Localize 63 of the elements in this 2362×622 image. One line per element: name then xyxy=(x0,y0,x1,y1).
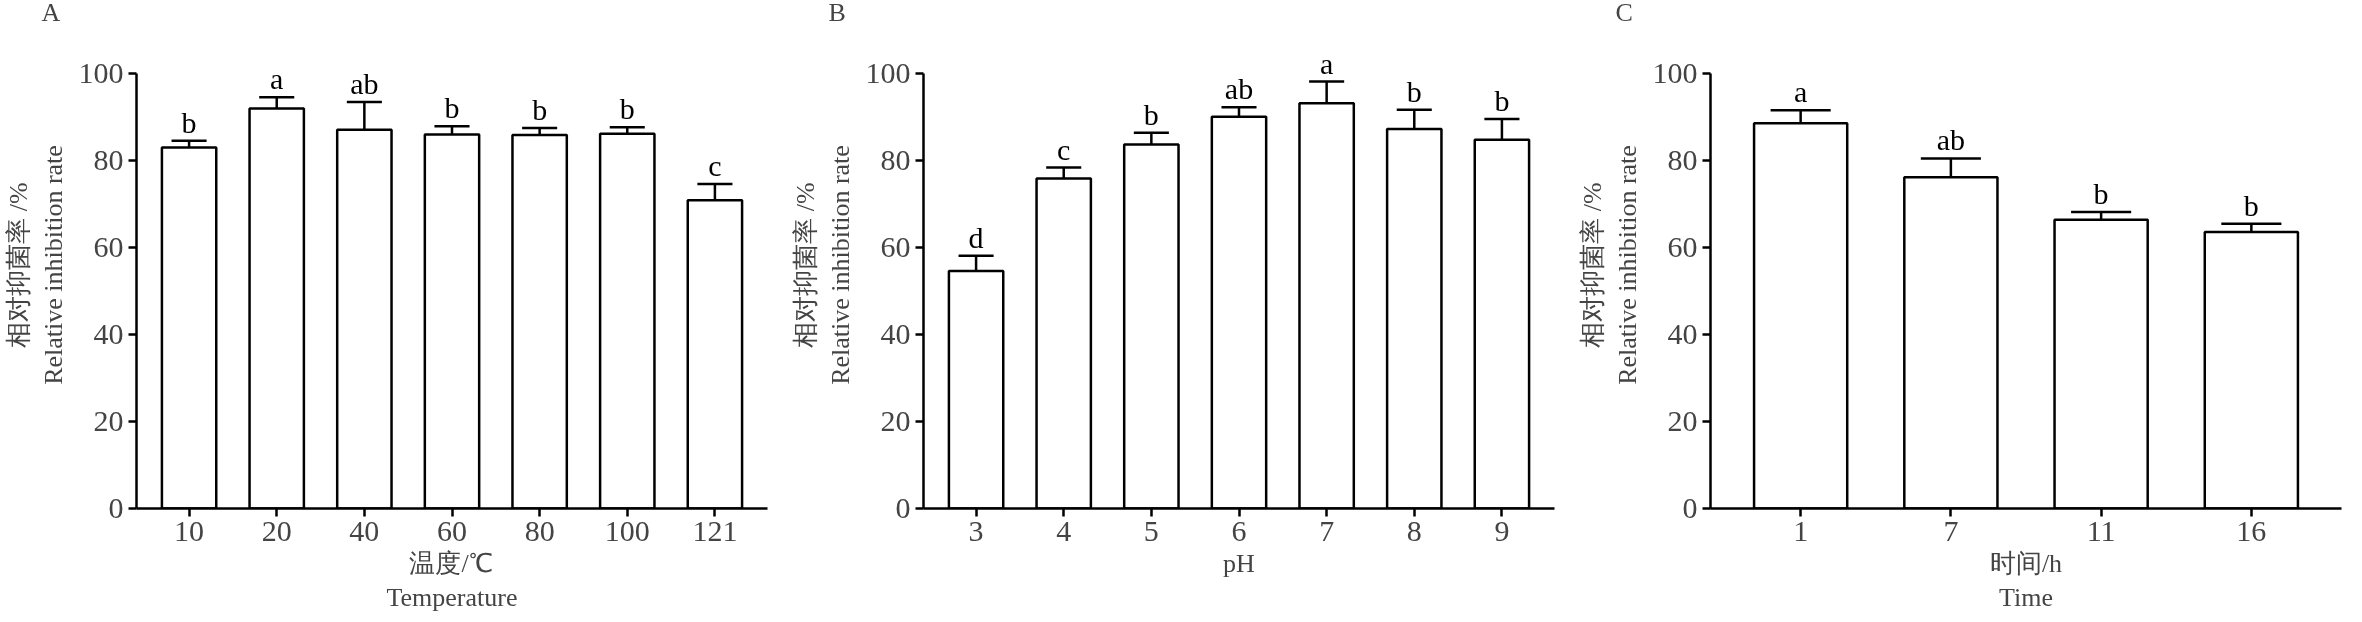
annotation: b xyxy=(1494,83,1510,117)
annotation: c xyxy=(1057,132,1071,166)
x-tick-label: 9 xyxy=(1494,513,1510,547)
annotation: b xyxy=(1406,74,1422,108)
y-tick-label: 40 xyxy=(880,317,911,351)
x-tick-label: 7 xyxy=(1319,513,1335,547)
x-axis-title: pH xyxy=(1223,548,1256,578)
x-tick-label: 16 xyxy=(2236,513,2267,547)
y-axis-title: 相对抑菌率 /% Relative inhibition rate xyxy=(1577,145,1642,385)
y-tick-label: 80 xyxy=(880,143,911,177)
x-tick-label: 20 xyxy=(261,513,292,547)
annotation: ab xyxy=(1224,72,1254,106)
y-tick-label: 80 xyxy=(93,143,124,177)
x-tick-label: 40 xyxy=(349,513,380,547)
y-tick-label: 100 xyxy=(78,56,124,90)
x-tick-label: 121 xyxy=(692,513,738,547)
annotation: b xyxy=(1143,97,1159,131)
y-tick-label: 100 xyxy=(1652,56,1698,90)
y-tick-label: 60 xyxy=(93,230,124,264)
y-tick-label: 80 xyxy=(1667,143,1698,177)
y-tick-label: 40 xyxy=(93,317,124,351)
chart-title: A xyxy=(41,0,61,27)
annotation: b xyxy=(181,105,197,139)
x-axis-title: 时间/h Time xyxy=(1989,548,2063,613)
y-tick-label: 20 xyxy=(93,404,124,438)
y-tick-label: 0 xyxy=(108,491,124,524)
annotation: ab xyxy=(350,66,379,100)
y-tick-label: 60 xyxy=(1667,230,1698,264)
y-tick-label: 20 xyxy=(1667,404,1698,438)
x-tick-label: 60 xyxy=(437,513,467,547)
y-tick-label: 0 xyxy=(1682,491,1698,524)
x-tick-label: 80 xyxy=(524,513,555,547)
y-tick-label: 100 xyxy=(865,56,911,90)
annotation: b xyxy=(444,91,460,125)
y-tick-label: 40 xyxy=(1667,317,1698,351)
y-axis-title: 相对抑菌率 /% Relative inhibition rate xyxy=(790,145,855,385)
annotation: b xyxy=(532,93,548,127)
x-axis-title: 温度/℃ Temperature xyxy=(386,548,518,613)
y-axis-title: 相对抑菌率 /% Relative inhibition rate xyxy=(3,145,68,385)
annotation: c xyxy=(708,149,722,183)
annotation: b xyxy=(619,92,635,126)
x-tick-label: 8 xyxy=(1406,513,1422,547)
x-tick-label: 6 xyxy=(1231,513,1247,547)
chart-title: B xyxy=(828,0,846,27)
annotation: a xyxy=(1319,46,1334,80)
x-tick-label: 1 xyxy=(1793,513,1809,547)
chart-title: C xyxy=(1615,0,1633,27)
x-tick-label: 4 xyxy=(1056,513,1072,547)
annotation: b xyxy=(2243,188,2259,222)
x-tick-label: 10 xyxy=(174,513,205,547)
y-tick-label: 20 xyxy=(880,404,911,438)
x-tick-label: 5 xyxy=(1143,513,1159,547)
x-tick-label: 3 xyxy=(968,513,984,547)
x-tick-label: 11 xyxy=(2086,513,2116,547)
x-tick-label: 7 xyxy=(1943,513,1959,547)
annotation: a xyxy=(270,62,284,96)
y-tick-label: 0 xyxy=(895,491,911,524)
annotation: d xyxy=(968,220,984,254)
y-tick-label: 60 xyxy=(880,230,911,264)
annotation: a xyxy=(1793,75,1808,109)
annotation: ab xyxy=(1936,123,1966,157)
x-tick-label: 100 xyxy=(604,513,650,547)
annotation: b xyxy=(2093,176,2109,210)
